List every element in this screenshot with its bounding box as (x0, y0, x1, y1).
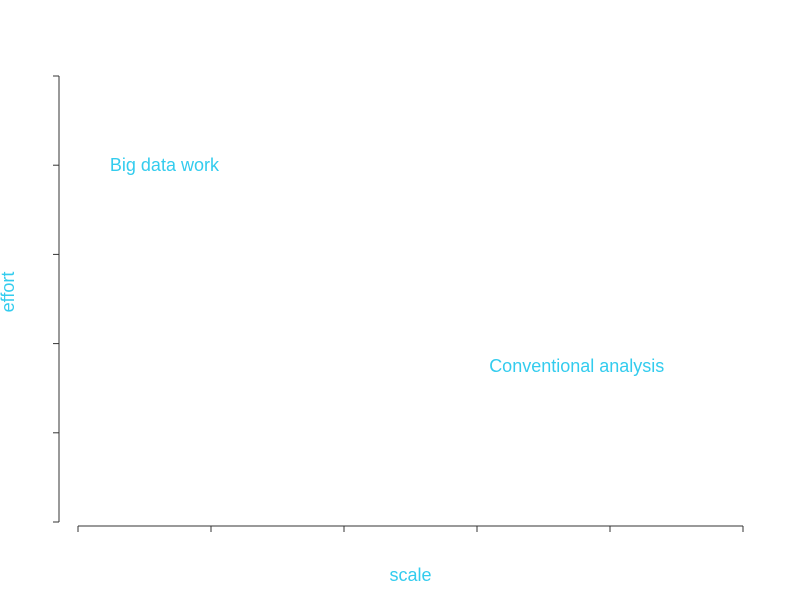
y-axis-ticks (53, 75, 59, 523)
point-labels: Big data work Conventional analysis (110, 155, 664, 376)
x-axis-label: scale (389, 565, 431, 585)
y-axis-label: effort (0, 272, 18, 313)
point-label-0: Big data work (110, 155, 220, 175)
x-axis-ticks (77, 526, 744, 532)
x-axis (77, 525, 744, 532)
point-label-1: Conventional analysis (489, 356, 664, 376)
y-axis (53, 75, 60, 523)
